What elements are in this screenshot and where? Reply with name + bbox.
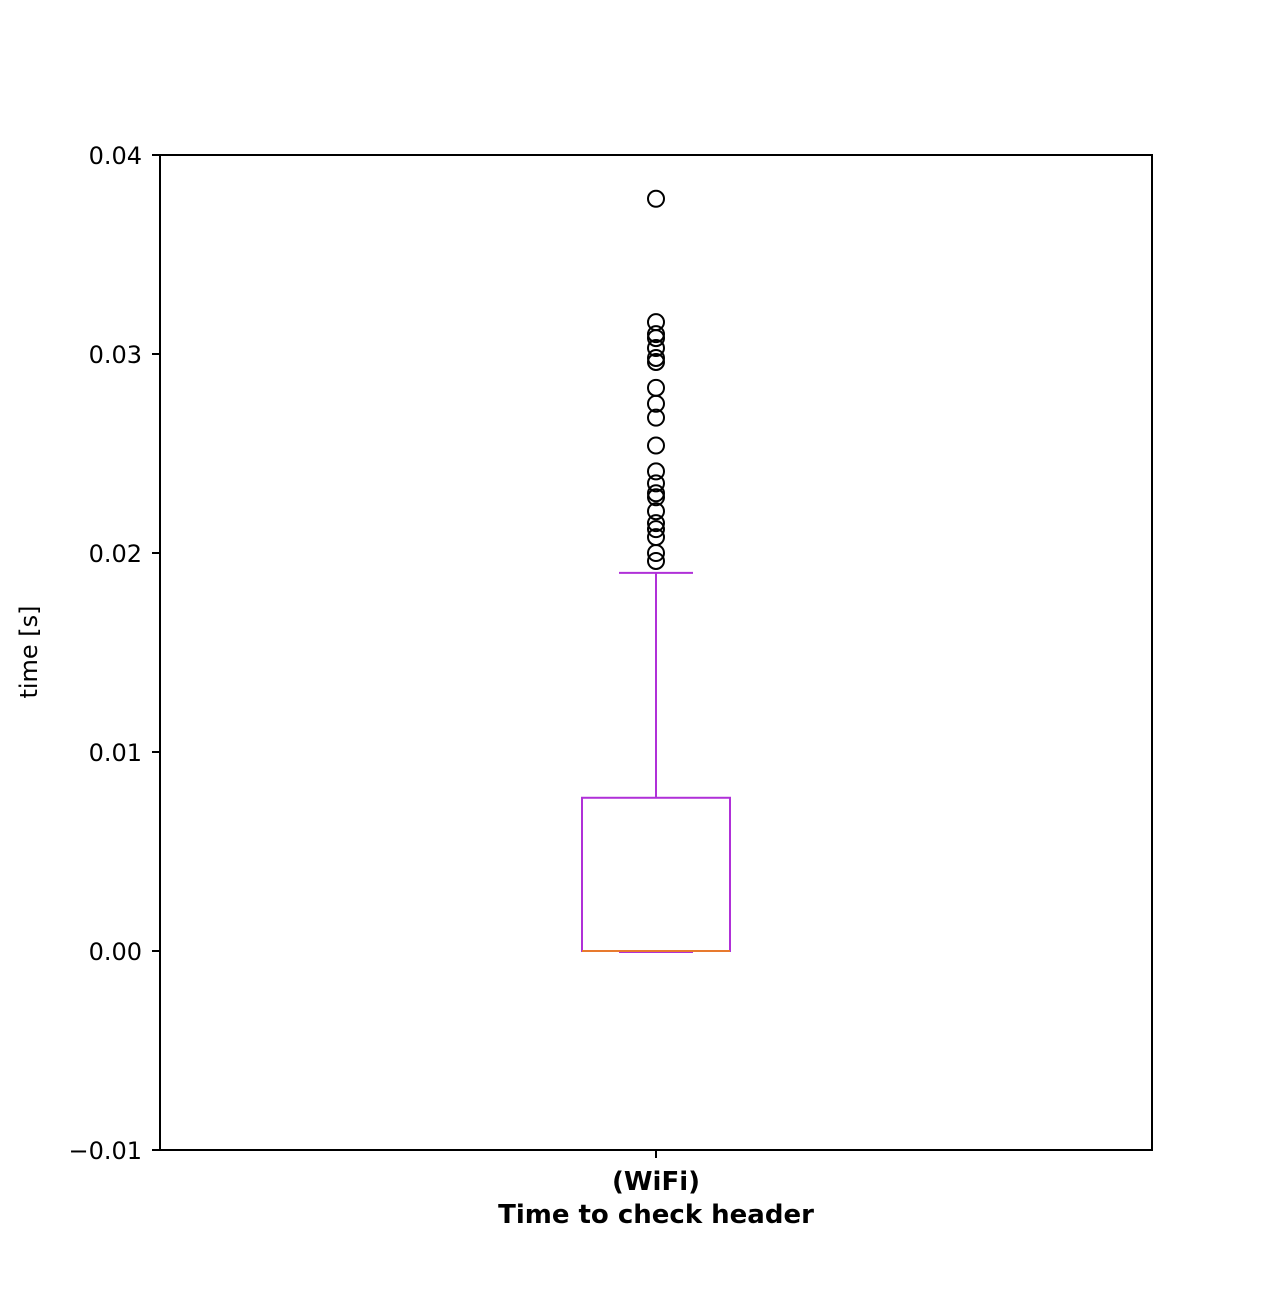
y-tick-label: 0.03: [89, 341, 142, 369]
outlier-point: [647, 502, 665, 521]
outlier-point: [647, 520, 665, 539]
y-axis: −0.01 0.00 0.01 0.02 0.03 0.04: [68, 142, 160, 1165]
y-tick-label: 0.02: [89, 540, 142, 568]
outlier-point: [647, 352, 665, 371]
box-series: [581, 189, 731, 953]
outlier-point: [647, 394, 665, 413]
outlier-point: [647, 514, 665, 533]
outlier-point: [647, 436, 665, 455]
y-tick-label: 0.01: [89, 739, 142, 767]
y-tick-label: 0.00: [89, 938, 142, 966]
outlier-point: [647, 474, 665, 493]
x-tick-label-line2: Time to check header: [498, 1200, 814, 1230]
x-tick-label-line1: (WiFi): [612, 1167, 700, 1197]
outlier-point: [647, 339, 665, 358]
outlier-point: [647, 488, 665, 507]
outlier-point: [647, 551, 665, 570]
outlier-point: [647, 329, 665, 348]
outlier-point: [647, 544, 665, 562]
x-axis: (WiFi)Time to check header: [498, 1150, 814, 1230]
y-tick-label: 0.04: [89, 142, 142, 170]
outlier-point: [647, 408, 665, 427]
outlier-point: [647, 462, 665, 481]
y-axis-label: time [s]: [15, 605, 43, 698]
outlier-point: [647, 189, 665, 208]
y-tick-label: −0.01: [68, 1137, 142, 1165]
